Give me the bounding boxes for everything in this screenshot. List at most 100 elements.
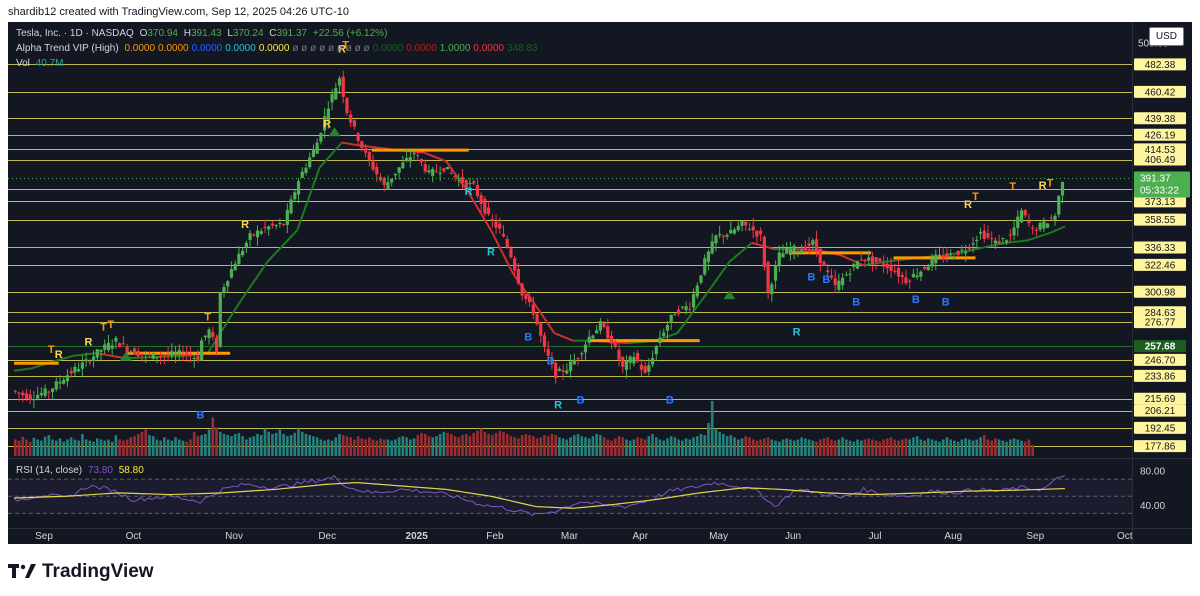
level-price-tag (1134, 241, 1186, 254)
candle-body (822, 261, 826, 267)
volume-bar (800, 437, 803, 456)
volume-bar (1023, 441, 1027, 456)
indicator-value-7: 0.0000 (406, 43, 437, 54)
volume-bar (483, 431, 487, 456)
volume-bar (878, 441, 882, 456)
level-price-label: 482.38 (1145, 60, 1176, 71)
candle-body (818, 248, 822, 264)
volume-bar (356, 436, 360, 456)
volume-bar (930, 439, 934, 456)
candle-body (364, 148, 368, 153)
candle-body (386, 182, 390, 190)
candle-body (721, 235, 725, 237)
candlestick-chart[interactable]: RTRTTTRRRTBRRBBRBBRBBBBBRTTRT500.00482.3… (8, 22, 1192, 544)
alpha-trend-segment (318, 162, 325, 169)
alpha-trend-segment (512, 273, 518, 281)
candle-body (237, 253, 241, 265)
volume-bar (736, 439, 740, 456)
candle-body (494, 221, 498, 228)
volume-bar (833, 440, 837, 456)
candle-body (718, 233, 722, 236)
volume-bar (174, 437, 177, 456)
candle-body (658, 337, 662, 344)
candle-body (352, 120, 357, 127)
volume-bar (651, 434, 654, 456)
volume-bar (502, 431, 505, 456)
candle-body (173, 352, 178, 355)
candle-body (24, 393, 29, 400)
volume-bar (476, 430, 479, 456)
candle-body (285, 209, 289, 225)
time-tick-label: Jul (869, 531, 882, 542)
volume-bar (830, 439, 833, 456)
volume-bar (919, 439, 923, 456)
candle-body (971, 243, 975, 245)
volume-bar (136, 434, 140, 456)
indicator-value-6: 0.0000 (372, 43, 404, 54)
volume-bar (1001, 440, 1005, 456)
signal-label-B: B (852, 297, 860, 309)
volume-bar (684, 438, 688, 456)
alpha-trend-segment (255, 272, 261, 279)
candle-body (1004, 240, 1009, 243)
volume-bar (781, 439, 785, 456)
time-axis: Sep Oct Nov Dec 2025 Feb Mar Apr May Jun Jul Aug Sep… (35, 531, 1133, 542)
alpha-trend-segment (859, 262, 865, 267)
volume-bar (748, 437, 751, 456)
candle-body (323, 116, 327, 131)
volume-bar (610, 440, 613, 456)
volume-bar (822, 438, 826, 456)
candle-body (755, 230, 759, 237)
volume-bar (114, 435, 118, 456)
volume-bar (241, 436, 244, 456)
candle-body (136, 351, 140, 357)
candle-body (207, 329, 211, 339)
chart-area[interactable]: RTRTTTRRRTBRRBBRBBRBBBBBRTTRT500.00482.3… (8, 22, 1192, 544)
volume-bar (218, 431, 222, 456)
volume-bar (312, 436, 315, 456)
candle-body (106, 342, 111, 351)
legend-low-label: L (227, 28, 233, 39)
volume-bar (341, 435, 345, 456)
buy-triangle-marker (119, 351, 132, 361)
alpha-trend-segment (277, 245, 284, 251)
level-price-label: 439.38 (1145, 114, 1176, 125)
candle-body (826, 270, 830, 273)
volume-bar (230, 436, 233, 456)
currency-selector[interactable]: USD (1148, 27, 1184, 46)
volume-bar (435, 436, 438, 456)
volume-bar (599, 435, 602, 456)
volume-bar (647, 436, 651, 456)
volume-bar (550, 434, 554, 456)
candle-body (62, 379, 66, 384)
volume-bar (58, 438, 62, 456)
candle-body (777, 252, 781, 266)
volume-bar (479, 428, 483, 456)
candle-body (725, 234, 729, 237)
volume-bar (945, 437, 949, 456)
volume-bar (565, 439, 569, 456)
candle-body (151, 352, 155, 359)
alpha-trend-segment (274, 249, 280, 255)
volume-bar (457, 437, 461, 456)
candle-body (408, 157, 412, 162)
candle-body (807, 243, 811, 246)
volume-bar (889, 437, 893, 456)
volume-bar (427, 436, 431, 456)
volume-bar (185, 441, 189, 456)
candle-body (535, 313, 539, 325)
volume-bar (766, 437, 770, 456)
level-price-label: 406.49 (1145, 155, 1176, 166)
candle-body (293, 192, 297, 200)
level-price-label: 414.53 (1145, 145, 1176, 156)
alpha-trend-segment (706, 287, 712, 294)
time-tick-label: 2025 (406, 531, 429, 542)
candle-body (568, 361, 573, 372)
candle-body (315, 142, 319, 154)
volume-bar (315, 437, 319, 456)
legend-high-label: H (183, 28, 191, 39)
alpha-trend-segment (292, 229, 298, 235)
volume-bar (88, 440, 92, 456)
candle-body (1049, 217, 1053, 219)
volume-bar (286, 436, 289, 456)
